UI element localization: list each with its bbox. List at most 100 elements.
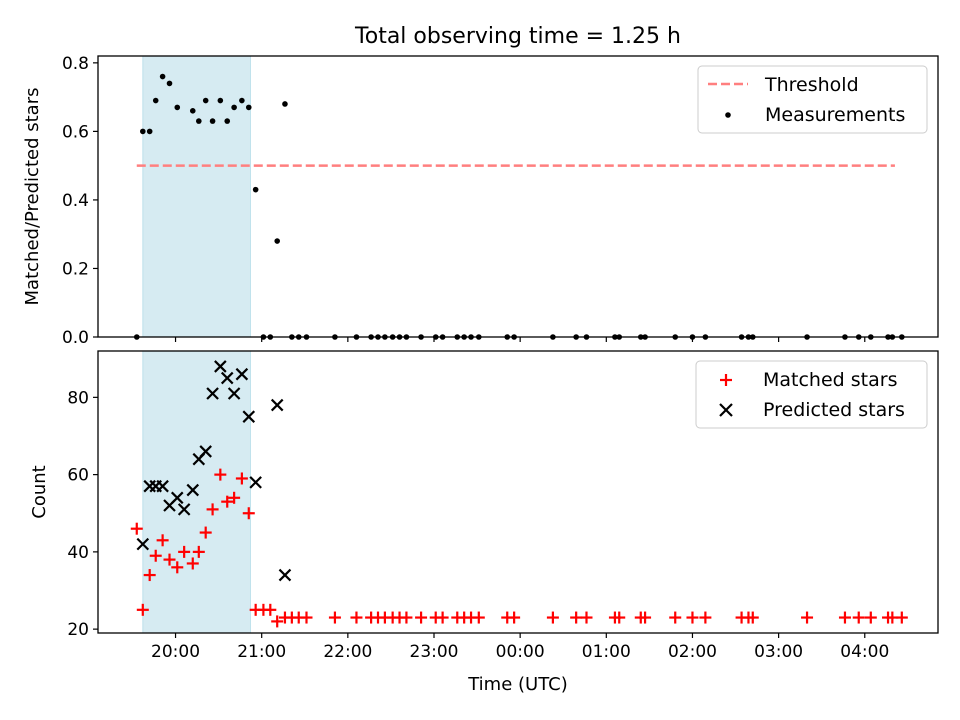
measurement-point (217, 97, 224, 104)
measurement-point (274, 238, 281, 244)
predicted-star-point (177, 503, 191, 516)
top-legend-box (697, 65, 928, 134)
predicted-star-point (156, 479, 169, 493)
matched-star-point (271, 615, 284, 628)
matched-star-point (746, 611, 759, 624)
matched-star-point (156, 534, 169, 547)
x-axis-label: Time (UTC) (467, 674, 568, 695)
matched-star-point (400, 611, 413, 624)
matched-star-point (214, 468, 227, 481)
measurement-point (245, 104, 252, 111)
measurement-point (209, 118, 216, 124)
bottom-panel: 20 40 60 80 20:00 21:00 22:00 23:00 00:00 01:00 0… (29, 350, 939, 695)
measurement-point (146, 128, 153, 135)
top-highlight-span (142, 55, 251, 338)
top-panel: 0.00.20.40.60.8 Matched/Predicted stars … (22, 54, 939, 348)
x-tick-label: 00:00 (496, 642, 545, 662)
matched-star-point (221, 495, 234, 508)
matched-star-point (686, 611, 699, 624)
bottom-legend: Matched stars Predicted stars (695, 360, 928, 429)
matched-star-point (508, 611, 521, 624)
matched-star-point (171, 561, 184, 574)
y-tick-label: 40 (67, 543, 89, 563)
matched-star-point (580, 611, 593, 624)
matched-star-point (235, 472, 248, 485)
matched-star-point (192, 545, 205, 558)
bottom-y-ticks: 20 40 60 80 (67, 388, 98, 640)
measurement-point (196, 118, 202, 124)
x-tick-label: 22:00 (323, 642, 372, 662)
threshold-legend-label: Threshold (764, 74, 859, 96)
matched-star-point (350, 611, 363, 624)
top-axes-frame (97, 55, 939, 338)
y-tick-label: 20 (67, 620, 89, 640)
measurement-point (174, 104, 181, 111)
matched-star-point (228, 491, 241, 504)
matched-star-point (801, 611, 814, 624)
predicted-star-point (227, 387, 241, 400)
y-tick-label: 80 (67, 388, 89, 408)
predicted-star-point (242, 410, 256, 423)
predicted-star-point (186, 483, 200, 497)
predicted-star-point (136, 537, 150, 551)
y-tick-label: 0.2 (62, 259, 89, 279)
matched-star-point (472, 611, 485, 624)
matched-star-point (143, 569, 156, 582)
matched-star-point (328, 611, 341, 624)
predicted-star-point (214, 360, 227, 373)
matched-star-point (163, 553, 176, 566)
y-tick-label: 0.8 (62, 54, 89, 74)
matched-star-point (895, 611, 908, 624)
measurement-point (166, 80, 173, 87)
matched-legend-swatch (720, 374, 732, 386)
predicted-star-point (199, 445, 212, 458)
x-tick-label: 03:00 (754, 642, 803, 662)
matched-legend-label: Matched stars (763, 369, 897, 391)
measurements-legend-label: Measurements (765, 104, 905, 126)
matched-star-point (436, 611, 449, 624)
bottom-legend-box (695, 360, 928, 429)
bottom-x-ticks: 20:00 21:00 22:00 23:00 00:00 01:00 02:00 03:00… (151, 633, 889, 662)
measurement-point (202, 97, 209, 104)
measurement-point (159, 73, 166, 80)
x-tick-label: 02:00 (668, 642, 717, 662)
y-tick-label: 0.4 (62, 191, 89, 211)
matched-star-point (838, 611, 851, 624)
matched-star-point (864, 611, 877, 624)
x-tick-label: 04:00 (840, 642, 889, 662)
matched-star-point (570, 611, 583, 624)
matched-star-point (852, 611, 865, 624)
measurement-point (282, 101, 288, 107)
matched-star-point (130, 522, 143, 535)
matched-star-point (415, 611, 428, 624)
matched-star-point (199, 526, 212, 539)
top-y-axis-label: Matched/Predicted stars (22, 88, 43, 306)
top-legend: Threshold Measurements (697, 65, 928, 134)
matched-star-point (264, 603, 277, 616)
top-y-ticks: 0.0 0.2 0.4 0.6 0.8 (62, 54, 98, 348)
predicted-star-point (249, 476, 262, 489)
bottom-y-axis-label: Count (29, 465, 50, 518)
matched-star-point (178, 545, 191, 558)
bottom-axes-frame (97, 350, 939, 634)
x-tick-label: 01:00 (582, 642, 631, 662)
top-x-ticks (174, 337, 866, 342)
measurement-point (189, 108, 196, 114)
matched-star-point (699, 611, 712, 624)
measurement-point (239, 97, 245, 104)
measurement-point (224, 118, 231, 124)
measurements-legend-swatch (725, 112, 731, 118)
matched-star-point (186, 557, 199, 570)
measurement-point (231, 104, 237, 111)
predicted-legend-label: Predicted stars (763, 399, 905, 421)
matched-star-point (206, 503, 219, 516)
matched-star-point (149, 549, 162, 562)
matched-star-point (639, 611, 652, 624)
predicted-legend-swatch (719, 403, 733, 417)
matched-star-point (136, 603, 149, 616)
measurement-point (252, 186, 259, 193)
matched-stars-points (130, 468, 908, 628)
predicted-stars-points (136, 360, 292, 582)
figure-title: Total observing time = 1.25 h (354, 24, 681, 49)
